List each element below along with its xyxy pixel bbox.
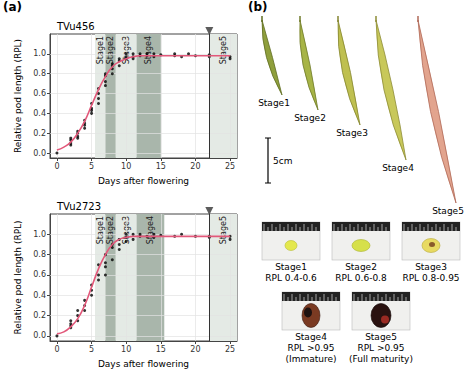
svg-text:1.0: 1.0 — [33, 230, 46, 239]
svg-text:Stage4: Stage4 — [295, 332, 327, 342]
svg-text:TVu2723: TVu2723 — [56, 201, 101, 212]
svg-text:20: 20 — [190, 162, 200, 171]
svg-text:0.8: 0.8 — [33, 250, 46, 259]
svg-text:Stage3: Stage3 — [121, 36, 131, 65]
svg-text:RPL 0.4-0.6: RPL 0.4-0.6 — [265, 273, 317, 283]
svg-text:15: 15 — [156, 162, 166, 171]
svg-text:0: 0 — [54, 162, 59, 171]
html-text:(b): (b) — [248, 0, 268, 14]
svg-text:5: 5 — [89, 162, 94, 171]
svg-text:TVu456: TVu456 — [56, 21, 95, 32]
svg-text:Stage5: Stage5 — [219, 36, 228, 64]
svg-text:Days after flowering: Days after flowering — [98, 359, 189, 369]
svg-text:Stage4: Stage4 — [144, 36, 153, 64]
svg-text:5: 5 — [89, 345, 94, 354]
svg-text:Relative pod length (RPL): Relative pod length (RPL) — [13, 220, 23, 334]
svg-text:Stage5: Stage5 — [365, 332, 397, 342]
svg-text:0.8: 0.8 — [33, 69, 46, 78]
svg-text:Stage3: Stage3 — [121, 216, 131, 245]
svg-text:0.6: 0.6 — [33, 270, 46, 279]
svg-text:RPL >0.95: RPL >0.95 — [287, 343, 334, 353]
svg-text:Stage1: Stage1 — [96, 216, 105, 244]
svg-text:25: 25 — [225, 162, 235, 171]
svg-text:Stage5: Stage5 — [219, 216, 228, 244]
svg-text:0.6: 0.6 — [33, 89, 46, 98]
svg-text:0.0: 0.0 — [33, 331, 46, 340]
svg-text:Stage5: Stage5 — [432, 206, 464, 216]
svg-text:Stage3: Stage3 — [336, 128, 368, 138]
svg-text:Stage1: Stage1 — [96, 36, 105, 64]
svg-text:Stage4: Stage4 — [146, 216, 155, 244]
svg-text:20: 20 — [190, 345, 200, 354]
svg-text:RPL 0.8-0.95: RPL 0.8-0.95 — [402, 273, 459, 283]
svg-text:(Full maturity): (Full maturity) — [349, 354, 413, 364]
svg-text:10: 10 — [121, 162, 131, 171]
svg-text:Relative pod length (RPL): Relative pod length (RPL) — [13, 39, 23, 153]
svg-text:25: 25 — [225, 345, 235, 354]
svg-text:0: 0 — [54, 345, 59, 354]
svg-text:Stage2: Stage2 — [345, 262, 377, 272]
svg-text:15: 15 — [156, 345, 166, 354]
svg-text:(Immature): (Immature) — [286, 354, 337, 364]
svg-text:Stage1: Stage1 — [258, 98, 290, 108]
svg-text:1.0: 1.0 — [33, 49, 46, 58]
html-text:(a): (a) — [3, 0, 23, 14]
svg-text:5cm: 5cm — [273, 156, 292, 166]
svg-text:10: 10 — [121, 345, 131, 354]
svg-text:Stage2: Stage2 — [294, 113, 326, 123]
svg-text:0.2: 0.2 — [33, 311, 46, 320]
svg-text:RPL 0.6-0.8: RPL 0.6-0.8 — [335, 273, 387, 283]
svg-text:Days after flowering: Days after flowering — [98, 176, 189, 186]
svg-text:RPL >0.95: RPL >0.95 — [357, 343, 404, 353]
svg-text:Stage2: Stage2 — [106, 36, 115, 64]
svg-text:Stage3: Stage3 — [415, 262, 447, 272]
svg-text:0.4: 0.4 — [33, 109, 46, 118]
svg-text:0.0: 0.0 — [33, 149, 46, 158]
svg-text:Stage1: Stage1 — [275, 262, 307, 272]
svg-text:Stage2: Stage2 — [106, 216, 115, 244]
svg-text:0.4: 0.4 — [33, 291, 46, 300]
svg-text:0.2: 0.2 — [33, 129, 46, 138]
svg-text:Stage4: Stage4 — [382, 163, 414, 173]
